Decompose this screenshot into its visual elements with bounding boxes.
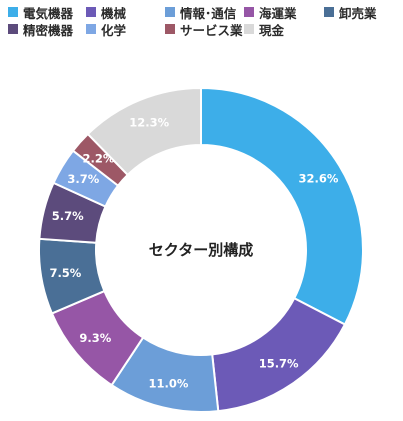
legend-swatch <box>86 7 96 17</box>
legend-swatch <box>8 7 18 17</box>
legend-label: サービス業 <box>180 22 243 38</box>
legend-label: 現金 <box>259 22 285 38</box>
slice-value-label: 11.0% <box>149 377 189 391</box>
donut-slice <box>211 296 347 413</box>
legend-item: 情報･通信 <box>165 4 237 21</box>
donut-slice <box>200 86 364 326</box>
legend-label: 卸売業 <box>339 5 377 21</box>
legend-swatch <box>165 24 175 34</box>
chart-legend: 電気機器 機械 情報･通信 海運業 卸売業精密機器 化学 サービス業 現金 <box>0 0 403 40</box>
donut-center-title: セクター別構成 <box>149 241 253 259</box>
legend-swatch <box>86 24 96 34</box>
legend-swatch <box>244 24 254 34</box>
legend-item: サービス業 <box>165 21 243 38</box>
slice-value-label: 3.7% <box>67 172 99 186</box>
legend-item: 機械 <box>86 4 127 21</box>
legend-swatch <box>165 7 175 17</box>
legend-label: 電気機器 <box>23 5 74 21</box>
legend-item: 現金 <box>244 21 285 38</box>
slice-value-label: 12.3% <box>129 116 169 130</box>
legend-item: 化学 <box>86 21 127 38</box>
slice-value-label: 2.2% <box>82 151 114 165</box>
legend-item: 卸売業 <box>324 4 377 21</box>
legend-swatch <box>324 7 334 17</box>
legend-item: 精密機器 <box>8 21 74 38</box>
legend-swatch <box>244 7 254 17</box>
legend-label: 精密機器 <box>23 22 74 38</box>
legend-label: 機械 <box>101 5 127 21</box>
slice-value-label: 15.7% <box>259 356 299 370</box>
slice-value-label: 32.6% <box>299 172 339 186</box>
legend-label: 海運業 <box>259 5 297 21</box>
legend-item: 電気機器 <box>8 4 74 21</box>
slice-value-label: 9.3% <box>79 331 111 345</box>
legend-swatch <box>8 24 18 34</box>
legend-label: 化学 <box>101 22 127 38</box>
donut-slice <box>86 86 202 177</box>
slice-value-label: 5.7% <box>52 209 84 223</box>
legend-label: 情報･通信 <box>180 5 237 21</box>
legend-item: 海運業 <box>244 4 297 21</box>
slice-value-label: 7.5% <box>49 266 81 280</box>
